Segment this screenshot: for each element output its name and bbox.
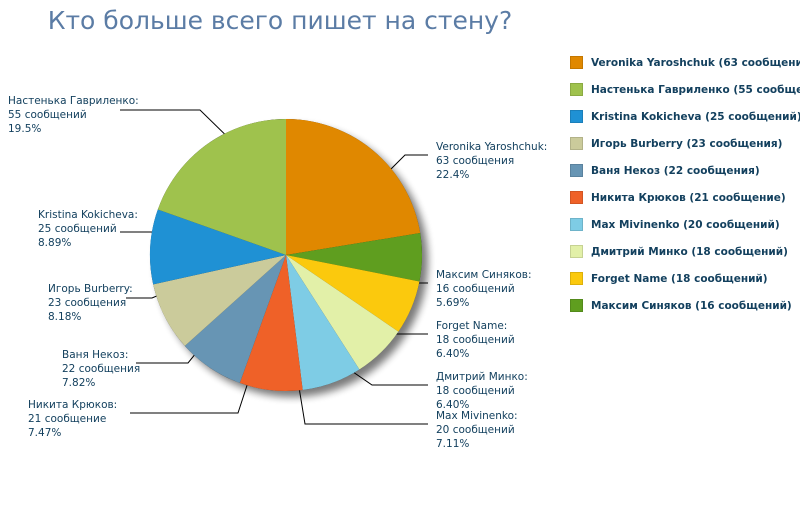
callout-percent: 6.40% [436,348,470,360]
callout-percent: 6.40% [436,399,470,411]
callout-nastenka-gavrilenko: Настенька Гавриленко: 55 сообщений 19.5% [8,94,139,136]
pie-slice[interactable]: Настенька Гавриленко — 55 (19.5%) [157,119,286,255]
callout-name: Никита Крюков: [28,399,118,411]
legend-item-label: Настенька Гавриленко (55 сообщений) [591,83,800,96]
legend-item[interactable]: Veronika Yaroshchuk (63 сообщения) [570,50,800,75]
chart-title: Кто больше всего пишет на стену? [47,6,513,35]
callout-forget-name: Forget Name: 18 сообщений 6.40% [436,319,515,361]
callout-value: 16 сообщений [436,283,515,295]
legend-item[interactable]: Ваня Некоз (22 сообщения) [570,158,800,183]
pie-slice[interactable]: Max Mivinenko — 20 (7.11%) [286,255,360,390]
callout-name: Максим Синяков: [436,269,532,281]
legend-color-swatch [570,137,583,150]
legend-color-swatch [570,245,583,258]
pie-slice-group: Veronika Yaroshchuk — 63 (22.4%)Максим С… [149,119,423,391]
callout-value: 22 сообщения [62,363,141,375]
legend-color-swatch [570,56,583,69]
callout-value: 63 сообщения [436,155,515,167]
legend-color-swatch [570,218,583,231]
callout-value: 18 сообщений [436,334,515,346]
callout-name: Игорь Burberry: [48,283,133,295]
legend-item-label: Kristina Kokicheva (25 сообщений) [591,110,800,123]
legend-color-swatch [570,299,583,312]
pie-slice[interactable]: Forget Name — 18 (6.4%) [286,255,420,332]
legend-item-label: Максим Синяков (16 сообщений) [591,299,792,312]
chart-legend: Veronika Yaroshchuk (63 сообщения) Настен… [570,50,800,320]
pie-slice[interactable]: Игорь Burberry — 23 (8.18%) [153,255,286,346]
legend-item[interactable]: Дмитрий Минко (18 сообщений) [570,239,800,264]
callout-maksim-sinyakov: Максим Синяков: 16 сообщений 5.69% [436,268,532,310]
callout-percent: 22.4% [436,169,470,181]
callout-percent: 8.89% [38,237,72,249]
legend-item[interactable]: Max Mivinenko (20 сообщений) [570,212,800,237]
callout-value: 23 сообщения [48,297,127,309]
callout-name: Ваня Некоз: [62,349,129,361]
pie-slices: Veronika Yaroshchuk — 63 (22.4%)Максим С… [149,119,423,391]
legend-item[interactable]: Игорь Burberry (23 сообщения) [570,131,800,156]
pie-slice[interactable]: Veronika Yaroshchuk — 63 (22.4%) [286,119,421,255]
callout-value: 55 сообщений [8,109,87,121]
callout-value: 18 сообщений [436,385,515,397]
callout-name: Forget Name: [436,320,508,332]
callout-nikita-kryukov: Никита Крюков: 21 сообщение 7.47% [28,398,117,440]
callout-value: 25 сообщений [38,223,117,235]
legend-item[interactable]: Никита Крюков (21 сообщение) [570,185,800,210]
callout-value: 20 сообщений [436,424,515,436]
callout-veronika-yaroshchuk: Veronika Yaroshchuk: 63 сообщения 22.4% [436,140,547,182]
legend-item-label: Никита Крюков (21 сообщение) [591,191,786,204]
pie-slice[interactable]: Ваня Некоз — 22 (7.82%) [184,255,286,383]
callout-name: Kristina Kokicheva: [38,209,138,221]
callout-kristina-kokicheva: Kristina Kokicheva: 25 сообщений 8.89% [38,208,138,250]
legend-color-swatch [570,83,583,96]
callout-percent: 7.11% [436,438,470,450]
pie-slice[interactable]: Kristina Kokicheva — 25 (8.89%) [149,209,286,285]
callout-name: Max Mivinenko: [436,410,518,422]
callout-max-mivinenko: Max Mivinenko: 20 сообщений 7.11% [436,409,518,451]
legend-color-swatch [570,110,583,123]
legend-item-label: Дмитрий Минко (18 сообщений) [591,245,788,258]
callout-percent: 8.18% [48,311,82,323]
legend-color-swatch [570,272,583,285]
callout-name: Дмитрий Минко: [436,371,528,383]
legend-item[interactable]: Настенька Гавриленко (55 сообщений) [570,77,800,102]
callout-dmitriy-minko: Дмитрий Минко: 18 сообщений 6.40% [436,370,528,412]
legend-item[interactable]: Kristina Kokicheva (25 сообщений) [570,104,800,129]
legend-item-label: Игорь Burberry (23 сообщения) [591,137,783,150]
legend-item-label: Forget Name (18 сообщений) [591,272,768,285]
legend-item[interactable]: Максим Синяков (16 сообщений) [570,293,800,318]
callout-percent: 5.69% [436,297,470,309]
legend-color-swatch [570,164,583,177]
callout-percent: 7.82% [62,377,96,389]
callout-percent: 19.5% [8,123,42,135]
callout-percent: 7.47% [28,427,62,439]
legend-color-swatch [570,191,583,204]
legend-item-label: Max Mivinenko (20 сообщений) [591,218,780,231]
callout-vanya-nekoz: Ваня Некоз: 22 сообщения 7.82% [62,348,140,390]
legend-item-label: Ваня Некоз (22 сообщения) [591,164,760,177]
pie-slice[interactable]: Никита Крюков — 21 (7.47%) [239,255,303,391]
legend-item-label: Veronika Yaroshchuk (63 сообщения) [591,56,800,69]
callout-name: Настенька Гавриленко: [8,95,139,107]
callout-igor-burberry: Игорь Burberry: 23 сообщения 8.18% [48,282,133,324]
legend-item[interactable]: Forget Name (18 сообщений) [570,266,800,291]
callout-name: Veronika Yaroshchuk: [436,141,548,153]
pie-slice[interactable]: Дмитрий Минко — 18 (6.4%) [286,255,399,370]
pie-slice[interactable]: Максим Синяков — 16 (5.69%) [286,233,423,282]
callout-value: 21 сообщение [28,413,107,425]
pie-graphic: Veronika Yaroshchuk — 63 (22.4%)Максим С… [140,105,440,405]
